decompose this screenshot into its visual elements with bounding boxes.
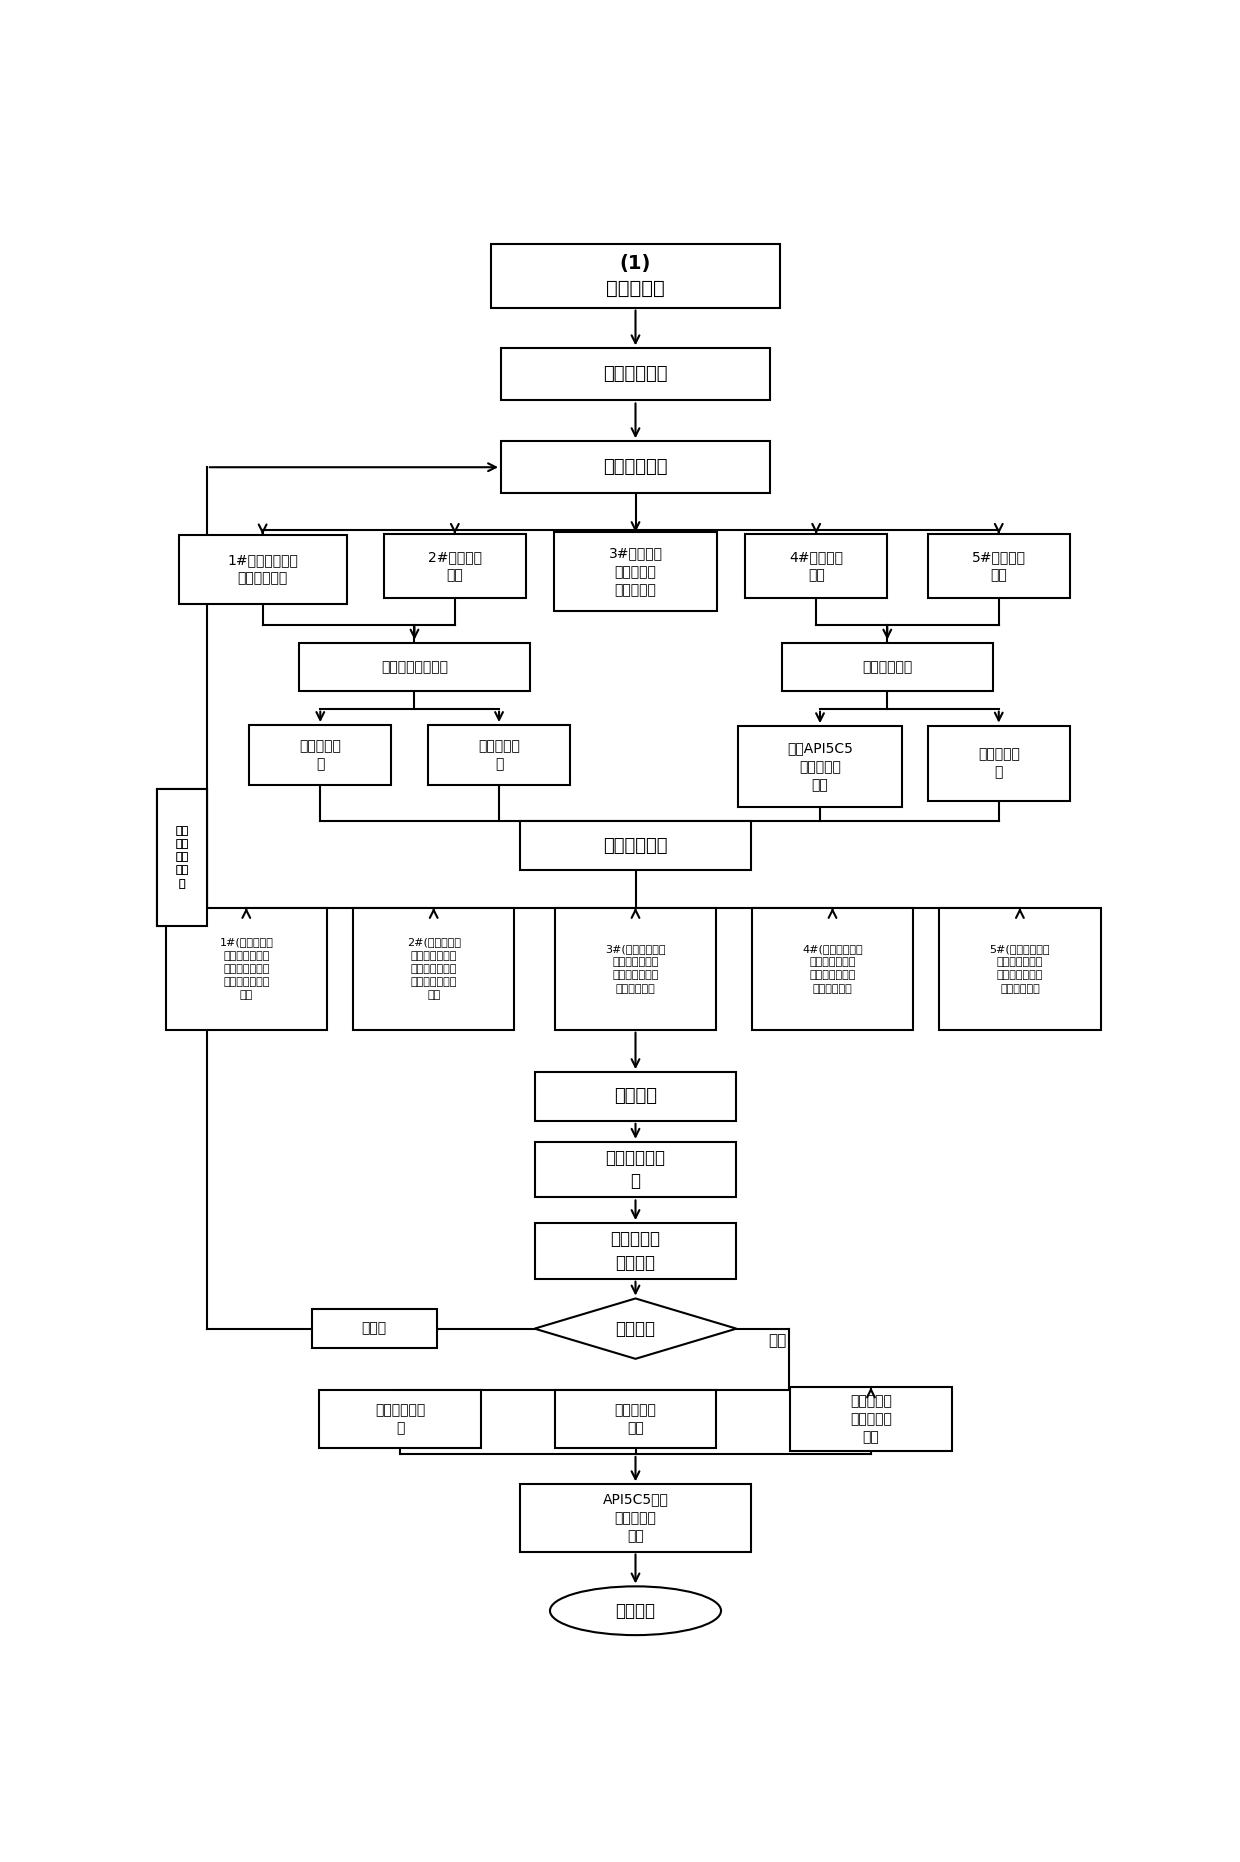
Bar: [353, 909, 515, 1030]
Bar: [534, 1223, 737, 1279]
Text: 物理空间约
束: 物理空间约 束: [978, 747, 1019, 780]
Text: 5#(螺纹高过盈、
密封高过盈、外
螺纹锥度陡、内
螺纹锥度缓）: 5#(螺纹高过盈、 密封高过盈、外 螺纹锥度陡、内 螺纹锥度缓）: [990, 944, 1050, 994]
Text: 检查
载荷
和边
界条
件: 检查 载荷 和边 界条 件: [175, 827, 188, 888]
Text: 有限元分析模
型: 有限元分析模 型: [605, 1149, 666, 1190]
Text: 密封面接触
长度: 密封面接触 长度: [615, 1402, 656, 1436]
Text: 4#(螺纹低过盈、
密封低过盈、外
螺纹锥度缓、内
螺纹锥度陡）: 4#(螺纹低过盈、 密封低过盈、外 螺纹锥度缓、内 螺纹锥度陡）: [802, 944, 863, 994]
Bar: [534, 1073, 737, 1121]
Bar: [428, 724, 570, 786]
Text: 划分网格: 划分网格: [614, 1087, 657, 1106]
Bar: [751, 909, 913, 1030]
Text: 物理性能参
数: 物理性能参 数: [479, 739, 520, 771]
Text: 不合理: 不合理: [362, 1322, 387, 1335]
Text: 2#评价密封
性能: 2#评价密封 性能: [428, 549, 482, 583]
Text: 1#评价螺纹粘扣
趋势密封性能: 1#评价螺纹粘扣 趋势密封性能: [227, 553, 298, 585]
Text: API5C5载荷
谱进行数据
处理: API5C5载荷 谱进行数据 处理: [603, 1493, 668, 1544]
Text: 边界条件分析: 边界条件分析: [862, 659, 913, 674]
Text: 3#评价密封
面粘结趋势
和密封性能: 3#评价密封 面粘结趋势 和密封性能: [609, 546, 662, 598]
Bar: [781, 642, 993, 691]
Bar: [790, 1387, 951, 1450]
Bar: [928, 726, 1070, 801]
Bar: [554, 533, 717, 611]
Bar: [299, 642, 529, 691]
Text: 材料性能参数输入: 材料性能参数输入: [381, 659, 448, 674]
Text: 试样模型分析: 试样模型分析: [603, 365, 668, 384]
Text: 根据API5C5
进行载荷谱
加载: 根据API5C5 进行载荷谱 加载: [787, 741, 853, 791]
Bar: [745, 534, 888, 598]
Ellipse shape: [551, 1586, 720, 1635]
Text: 建立几何模型: 建立几何模型: [603, 458, 668, 477]
Text: 3#(螺纹低过盈、
密封高过盈、外
螺纹锥度陡、内
螺纹锥度缓）: 3#(螺纹低过盈、 密封高过盈、外 螺纹锥度陡、内 螺纹锥度缓）: [605, 944, 666, 994]
Bar: [157, 789, 207, 925]
Bar: [166, 909, 327, 1030]
Text: 试样结构分析: 试样结构分析: [603, 836, 668, 855]
Bar: [157, 789, 207, 925]
Text: 施加载荷和
边界条件: 施加载荷和 边界条件: [610, 1231, 661, 1272]
Bar: [179, 534, 347, 605]
Text: 力学性能参
数: 力学性能参 数: [299, 739, 341, 771]
Bar: [501, 441, 770, 493]
Bar: [501, 348, 770, 400]
Bar: [554, 909, 717, 1030]
Text: 检查
载荷
和边
界条
件: 检查 载荷 和边 界条 件: [175, 827, 188, 888]
Bar: [521, 1484, 751, 1551]
Bar: [928, 534, 1070, 598]
Text: 4#评价密封
性能: 4#评价密封 性能: [789, 549, 843, 583]
Bar: [738, 726, 901, 808]
Bar: [383, 534, 526, 598]
Polygon shape: [534, 1298, 737, 1359]
Text: 密封面接触压
力: 密封面接触压 力: [374, 1402, 425, 1436]
Text: 螺纹、台肩
密封面应力
应变: 螺纹、台肩 密封面应力 应变: [849, 1395, 892, 1445]
Bar: [554, 1391, 717, 1449]
Text: 1#(螺纹最高过
盈、密封最低过
盈、外螺纹锥度
缓、内螺纹锥度
陡）: 1#(螺纹最高过 盈、密封最低过 盈、外螺纹锥度 缓、内螺纹锥度 陡）: [219, 937, 273, 1000]
Bar: [249, 724, 392, 786]
Text: (1)
有限元分析: (1) 有限元分析: [606, 253, 665, 298]
Text: 2#(螺纹最高过
盈、密封最低过
盈、外螺纹锥度
缓、内螺纹锥度
陡）: 2#(螺纹最高过 盈、密封最低过 盈、外螺纹锥度 缓、内螺纹锥度 陡）: [407, 937, 461, 1000]
Text: 合理: 合理: [769, 1333, 787, 1348]
Bar: [534, 1141, 737, 1197]
Text: 进行计算: 进行计算: [615, 1320, 656, 1337]
Bar: [320, 1391, 481, 1449]
Bar: [521, 821, 751, 870]
Text: 试样加工: 试样加工: [615, 1601, 656, 1620]
Bar: [939, 909, 1101, 1030]
Text: 5#评价粘扣
趋势: 5#评价粘扣 趋势: [972, 549, 1025, 583]
Bar: [311, 1309, 436, 1348]
Bar: [491, 244, 780, 307]
